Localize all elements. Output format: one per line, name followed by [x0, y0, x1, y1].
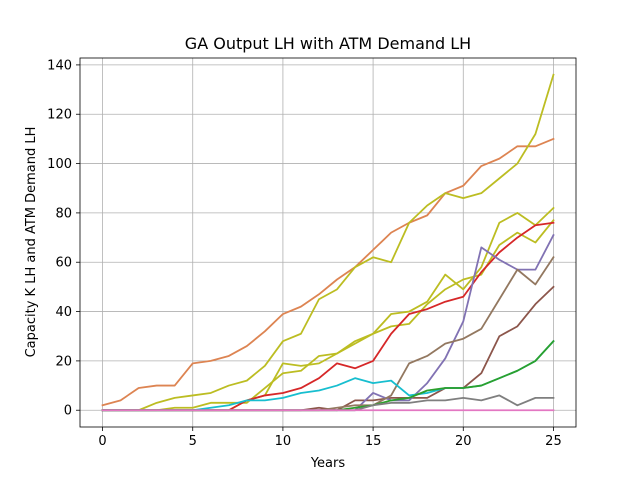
y-tick-label: 60 — [55, 256, 72, 271]
ticks-layer: 0 5 10 15 20 25 0 20 40 60 80 100 120 140 — [47, 58, 562, 449]
x-tick-label: 20 — [455, 434, 472, 449]
y-tick-label: 120 — [47, 108, 72, 123]
axes-frame — [79, 57, 577, 428]
x-axis-title: Years — [310, 456, 346, 471]
series-line-2 — [101, 73, 555, 412]
series-layer — [101, 73, 555, 412]
series-line-3 — [101, 206, 555, 412]
y-tick-label: 40 — [55, 305, 72, 320]
y-tick-label: 80 — [55, 206, 72, 221]
x-tick-label: 0 — [98, 434, 106, 449]
y-tick-label: 100 — [47, 157, 72, 172]
grid-layer — [80, 58, 576, 427]
series-line-1 — [101, 137, 555, 407]
series-line-6 — [101, 285, 555, 412]
y-tick-label: 0 — [64, 404, 72, 419]
y-axis-title: Capacity K LH and ATM Demand LH — [24, 127, 39, 358]
y-tick-label: 140 — [47, 58, 72, 73]
plot-frame — [79, 57, 577, 428]
series-line-4 — [101, 219, 555, 412]
x-tick-label: 5 — [189, 434, 197, 449]
y-tick-label: 20 — [55, 354, 72, 369]
x-tick-label: 10 — [275, 434, 292, 449]
x-tick-label: 25 — [545, 434, 562, 449]
x-tick-label: 15 — [365, 434, 382, 449]
chart-title: GA Output LH with ATM Demand LH — [185, 34, 471, 53]
